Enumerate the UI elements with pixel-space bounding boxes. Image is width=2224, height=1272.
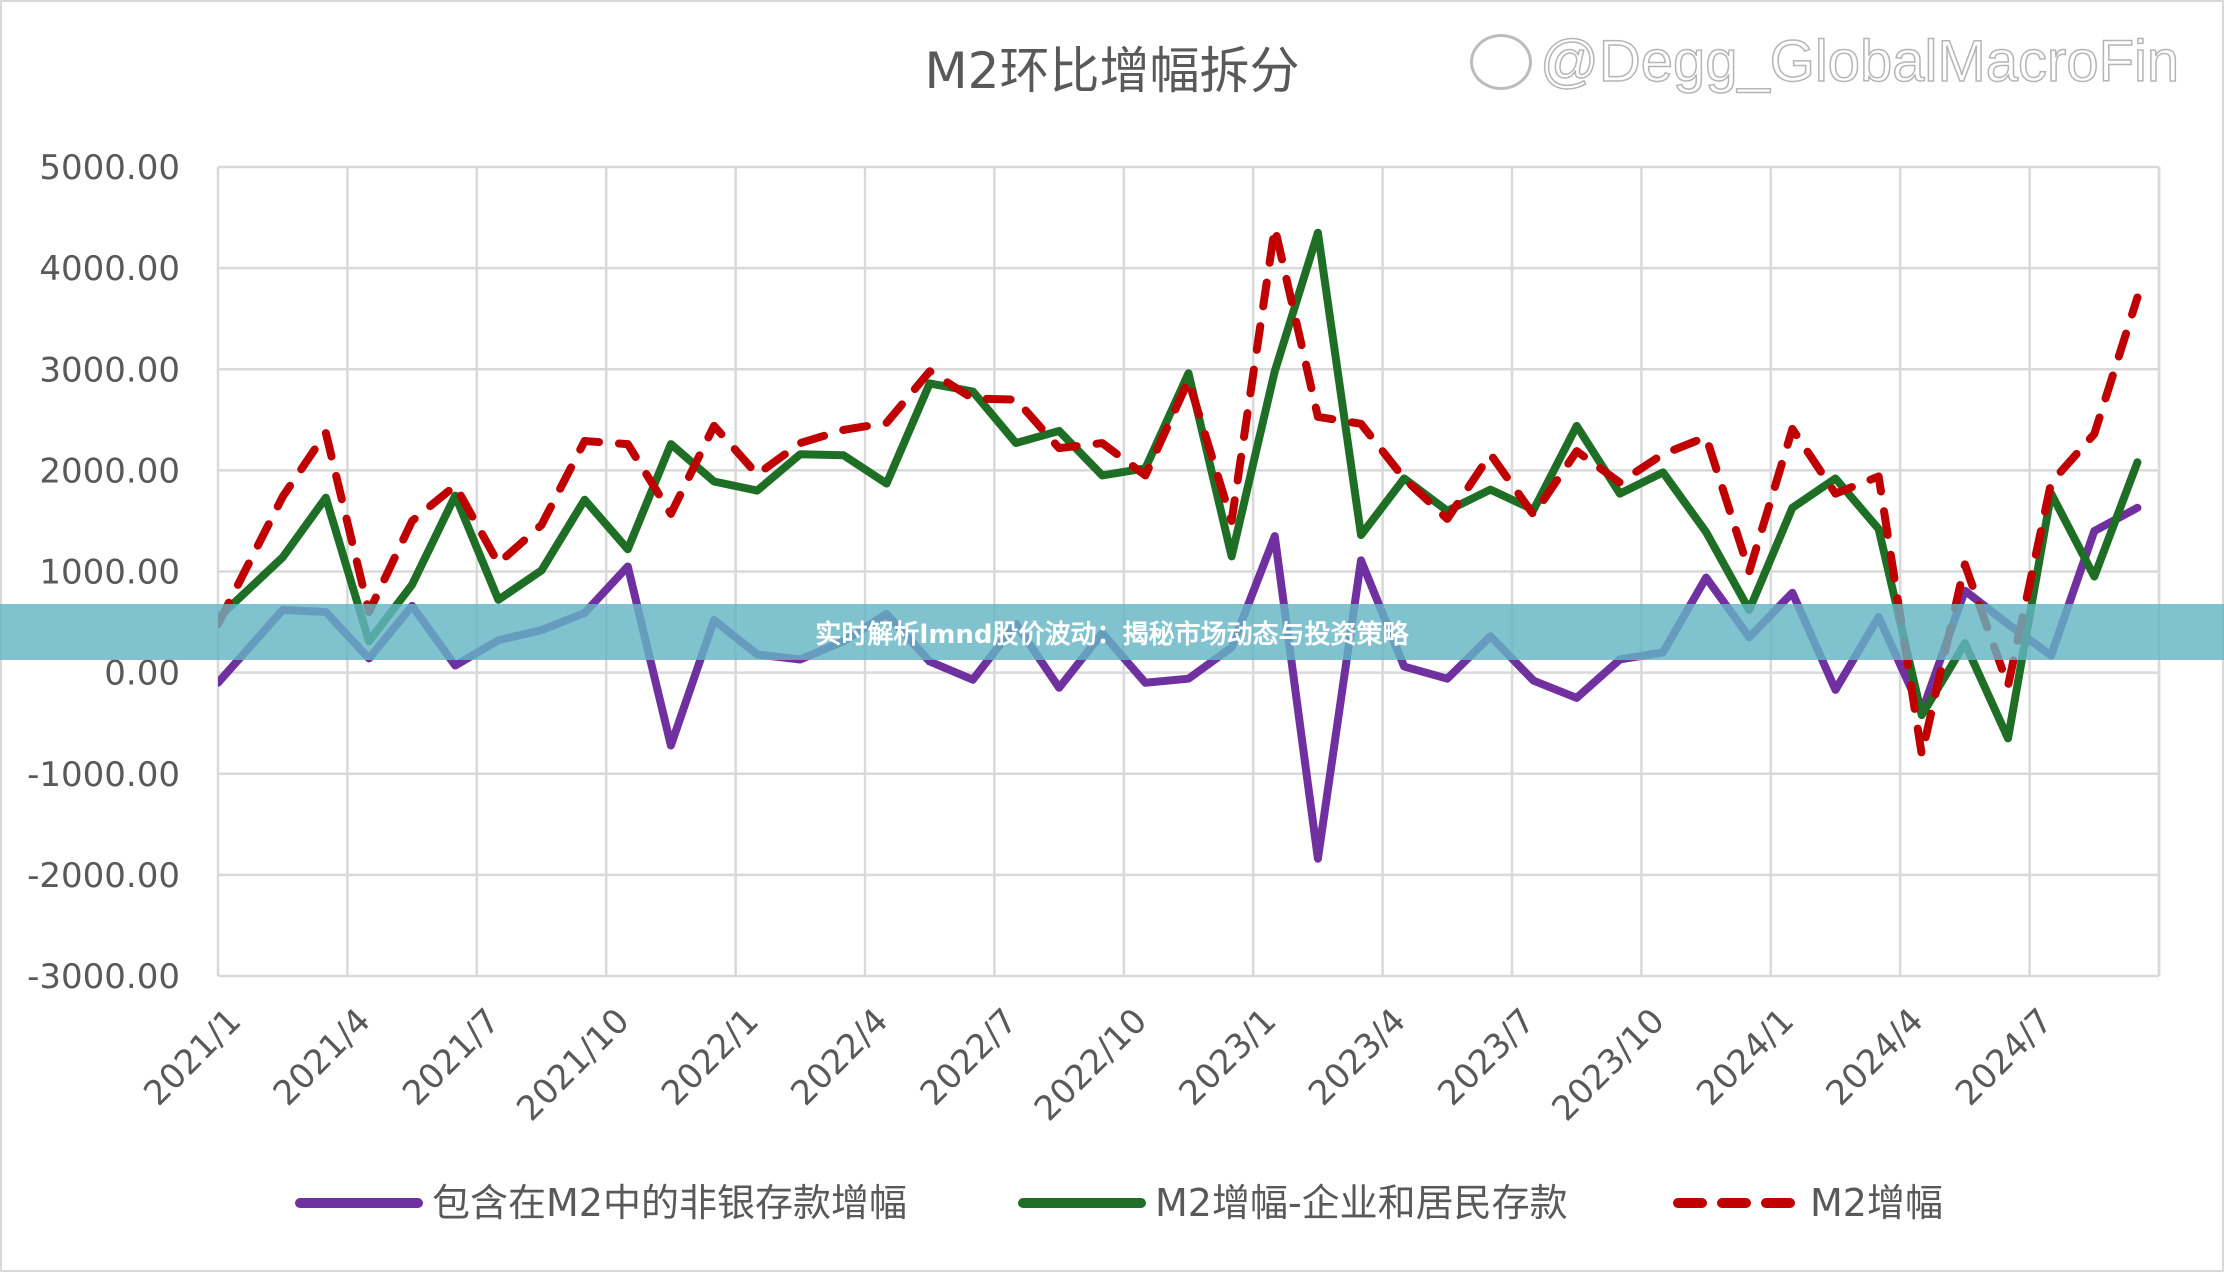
y-tick-label: 4000.00 <box>39 249 180 289</box>
y-axis: 5000.00 4000.00 3000.00 2000.00 1000.00 0.00 -… <box>27 148 180 997</box>
legend-label: 包含在M2中的非银存款增幅 <box>432 1181 907 1225</box>
legend-label: M2增幅 <box>1810 1181 1943 1225</box>
legend-label: M2增幅-企业和居民存款 <box>1155 1181 1568 1225</box>
y-tick-label: -1000.00 <box>27 755 180 795</box>
y-tick-label: 2000.00 <box>39 451 180 491</box>
weibo-icon <box>1470 33 1532 90</box>
gridlines <box>216 165 2161 978</box>
overlay-banner: 实时解析lmnd股价波动：揭秘市场动态与投资策略 <box>0 604 2224 660</box>
y-tick-label: -2000.00 <box>27 856 180 896</box>
legend: 包含在M2中的非银存款增幅 M2增幅-企业和居民存款 M2增幅 <box>295 1181 1943 1225</box>
series-line-3 <box>218 223 2142 759</box>
series-line-2 <box>218 228 2142 743</box>
banner-text: 实时解析lmnd股价波动：揭秘市场动态与投资策略 <box>815 619 1409 650</box>
y-tick-label: -3000.00 <box>27 957 180 997</box>
y-tick-label: 0.00 <box>104 654 180 694</box>
y-tick-label: 3000.00 <box>39 350 180 390</box>
y-tick-label: 1000.00 <box>39 553 180 593</box>
y-tick-label: 5000.00 <box>39 148 180 188</box>
watermark-text: @Degg_GlobalMacroFin <box>1539 28 2180 95</box>
watermark: @Degg_GlobalMacroFin <box>1470 28 2180 95</box>
chart-title: M2环比增幅拆分 <box>925 42 1300 100</box>
